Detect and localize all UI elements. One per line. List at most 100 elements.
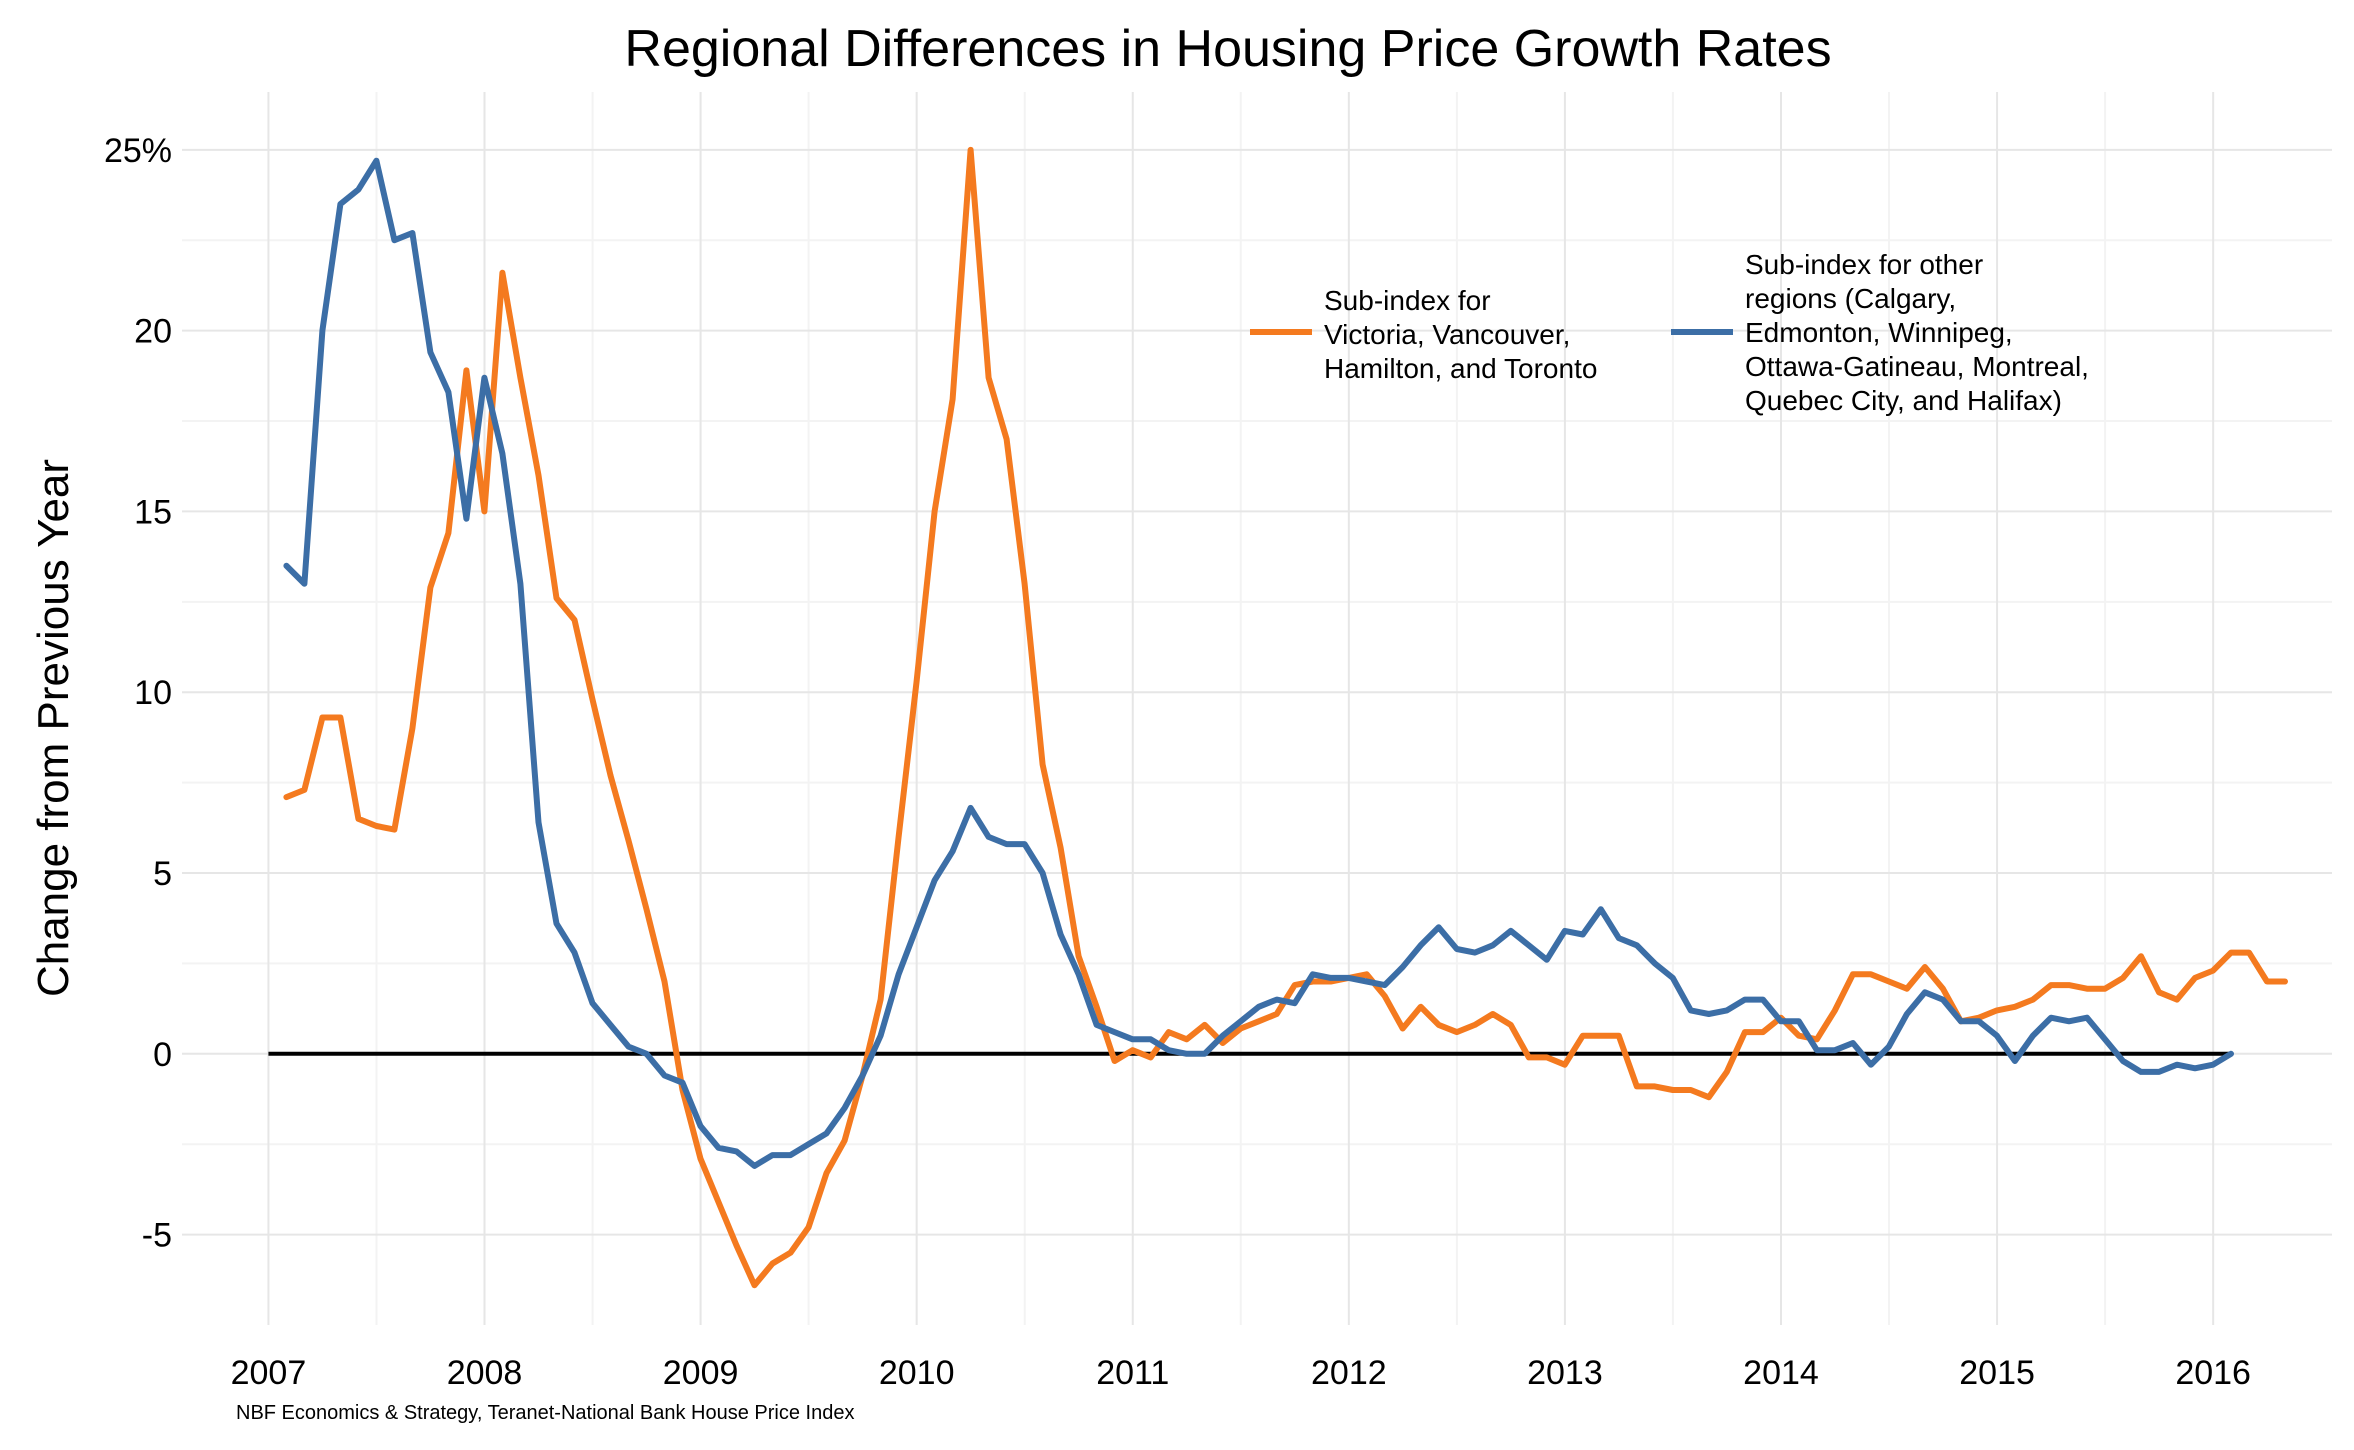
- data-point: [1384, 995, 1386, 997]
- data-point: [1258, 1006, 1260, 1008]
- data-point: [1240, 1020, 1242, 1022]
- data-point: [1402, 1027, 1404, 1030]
- data-point: [393, 829, 395, 831]
- y-tick-label: 20: [134, 313, 172, 351]
- data-point: [844, 1140, 846, 1142]
- data-point: [1096, 1006, 1098, 1008]
- data-point: [429, 351, 431, 353]
- data-point: [1870, 1064, 1872, 1066]
- data-point: [2014, 1006, 2016, 1008]
- data-point: [1096, 1024, 1098, 1026]
- data-point: [807, 1143, 810, 1145]
- data-point: [1690, 1089, 1692, 1091]
- legend-label-orange-line-2: Victoria, Vancouver,: [1324, 319, 1570, 350]
- data-point: [1780, 1020, 1782, 1022]
- data-point: [2230, 952, 2232, 954]
- data-point: [357, 189, 359, 191]
- data-point: [2032, 999, 2034, 1001]
- data-point: [1744, 1031, 1746, 1033]
- data-point: [1636, 1085, 1638, 1087]
- data-point: [609, 774, 612, 777]
- data-point: [2086, 988, 2088, 990]
- data-point: [2248, 952, 2250, 954]
- data-point: [1996, 1035, 1998, 1037]
- series-points-0: [285, 149, 2286, 1286]
- data-point: [2050, 1017, 2052, 1019]
- data-point: [898, 836, 900, 838]
- data-point: [699, 1158, 702, 1160]
- data-point: [285, 565, 287, 567]
- series-lines: [283, 146, 2288, 1289]
- data-point: [1042, 763, 1044, 766]
- data-point: [1546, 959, 1548, 961]
- y-tick-label: 15: [134, 493, 172, 531]
- x-tick-label: 2013: [1527, 1354, 1603, 1392]
- data-point: [2140, 1071, 2142, 1073]
- data-point: [627, 839, 630, 842]
- data-point: [1222, 1035, 1224, 1037]
- data-point: [2194, 1067, 2196, 1069]
- data-point: [1042, 872, 1044, 874]
- data-point: [465, 369, 467, 371]
- data-point: [1672, 977, 1674, 979]
- data-point: [1726, 1009, 1728, 1012]
- data-point: [1690, 1009, 1692, 1012]
- x-tick-label: 2009: [663, 1354, 739, 1392]
- x-tick-label: 2010: [879, 1354, 955, 1392]
- data-point: [1240, 1027, 1242, 1030]
- data-point: [1078, 973, 1080, 975]
- data-point: [627, 1046, 630, 1048]
- y-tick-label: 5: [153, 855, 172, 893]
- data-point: [1834, 1009, 1836, 1012]
- data-point: [753, 1284, 756, 1286]
- data-point: [465, 518, 467, 520]
- x-tick-label: 2012: [1311, 1354, 1387, 1392]
- data-point: [1168, 1031, 1170, 1033]
- data-point: [2284, 980, 2286, 983]
- data-point: [2212, 1064, 2214, 1066]
- source-caption: NBF Economics & Strategy, Teranet-Nation…: [236, 1402, 854, 1424]
- data-point: [1546, 1056, 1548, 1058]
- data-point: [2014, 1060, 2016, 1062]
- data-point: [1978, 1017, 1980, 1019]
- data-point: [1582, 933, 1584, 936]
- data-point: [789, 1252, 792, 1254]
- data-point: [1744, 999, 1746, 1001]
- data-point: [321, 330, 323, 332]
- data-point: [1006, 843, 1008, 845]
- data-point: [1006, 438, 1008, 440]
- data-point: [1600, 908, 1602, 910]
- data-point: [1348, 977, 1350, 979]
- y-axis-label: Change from Previous Year: [29, 459, 78, 997]
- data-point: [916, 926, 918, 928]
- legend-label-blue-line-4: Ottawa-Gatineau, Montreal,: [1745, 351, 2089, 382]
- data-point: [1654, 1085, 1656, 1087]
- data-point: [591, 698, 594, 701]
- data-point: [2122, 977, 2124, 979]
- data-point: [1492, 944, 1494, 946]
- data-point: [1456, 1031, 1458, 1033]
- data-point: [952, 398, 954, 400]
- legend-label-blue-line-5: Quebec City, and Halifax): [1745, 385, 2062, 416]
- data-point: [1276, 999, 1278, 1001]
- data-point: [609, 1024, 612, 1026]
- data-point: [1618, 1035, 1620, 1037]
- data-point: [1672, 1089, 1674, 1091]
- data-point: [1618, 937, 1620, 939]
- data-point: [789, 1154, 792, 1156]
- data-point: [1942, 999, 1944, 1001]
- data-point: [699, 1125, 702, 1127]
- data-point: [339, 716, 341, 719]
- data-point: [519, 583, 522, 585]
- data-point: [573, 952, 576, 954]
- data-point: [2104, 1038, 2106, 1040]
- data-point: [1564, 930, 1566, 932]
- x-tick-label: 2016: [2175, 1354, 2251, 1392]
- data-point: [303, 583, 305, 585]
- y-axis-tick-labels: -5 0 5 10 15 20 25%: [104, 132, 172, 1255]
- data-point: [2104, 988, 2106, 990]
- data-point: [663, 980, 666, 983]
- data-point: [393, 239, 395, 241]
- data-point: [1816, 1049, 1818, 1051]
